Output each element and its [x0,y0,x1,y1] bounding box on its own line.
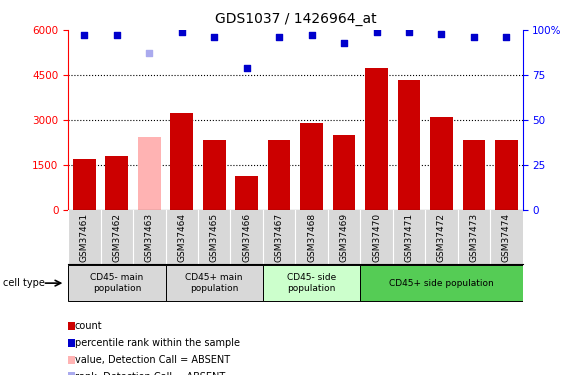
Point [404,29,414,35]
Bar [495,140,517,210]
Bar [300,123,323,210]
Title: GDS1037 / 1426964_at: GDS1037 / 1426964_at [215,12,376,26]
Text: GSM37474: GSM37474 [502,213,511,262]
Text: CD45+ side population: CD45+ side population [389,279,494,288]
Text: GSM37467: GSM37467 [275,213,283,262]
Text: CD45- main
population: CD45- main population [90,273,144,293]
Point [469,34,478,40]
Point [307,32,316,38]
Text: CD45- side
population: CD45- side population [287,273,336,293]
Point [80,32,89,38]
Point [502,34,511,40]
Text: GSM37464: GSM37464 [177,213,186,262]
Bar [203,140,225,210]
Text: value, Detection Call = ABSENT: value, Detection Call = ABSENT [75,355,230,365]
Text: GSM37471: GSM37471 [404,213,414,262]
Bar [68,265,165,301]
Bar [235,176,258,210]
Text: GSM37466: GSM37466 [242,213,251,262]
Bar [430,117,453,210]
Point [145,50,154,56]
Bar [73,159,96,210]
Point [340,40,349,46]
Bar [268,140,290,210]
Bar [170,112,193,210]
Point [112,32,122,38]
Bar [106,156,128,210]
Text: GSM37465: GSM37465 [210,213,219,262]
Point [210,34,219,40]
Text: GSM37473: GSM37473 [469,213,478,262]
Text: GSM37461: GSM37461 [80,213,89,262]
Text: rank, Detection Call = ABSENT: rank, Detection Call = ABSENT [75,372,225,375]
Text: GSM37469: GSM37469 [340,213,349,262]
Text: percentile rank within the sample: percentile rank within the sample [75,338,240,348]
Bar [138,136,161,210]
Point [177,29,186,35]
Text: GSM37463: GSM37463 [145,213,154,262]
Text: GSM37462: GSM37462 [112,213,122,262]
Bar [365,68,388,210]
Text: CD45+ main
population: CD45+ main population [186,273,243,293]
Text: GSM37472: GSM37472 [437,213,446,262]
Text: count: count [75,321,103,331]
Bar [333,135,356,210]
Bar [360,265,523,301]
Point [437,31,446,37]
Bar [165,265,263,301]
Point [274,34,283,40]
Point [372,29,381,35]
Text: cell type: cell type [3,278,45,288]
Bar [398,80,420,210]
Point [242,65,251,71]
Bar [462,140,485,210]
Bar [263,265,360,301]
Text: GSM37468: GSM37468 [307,213,316,262]
Text: GSM37470: GSM37470 [372,213,381,262]
